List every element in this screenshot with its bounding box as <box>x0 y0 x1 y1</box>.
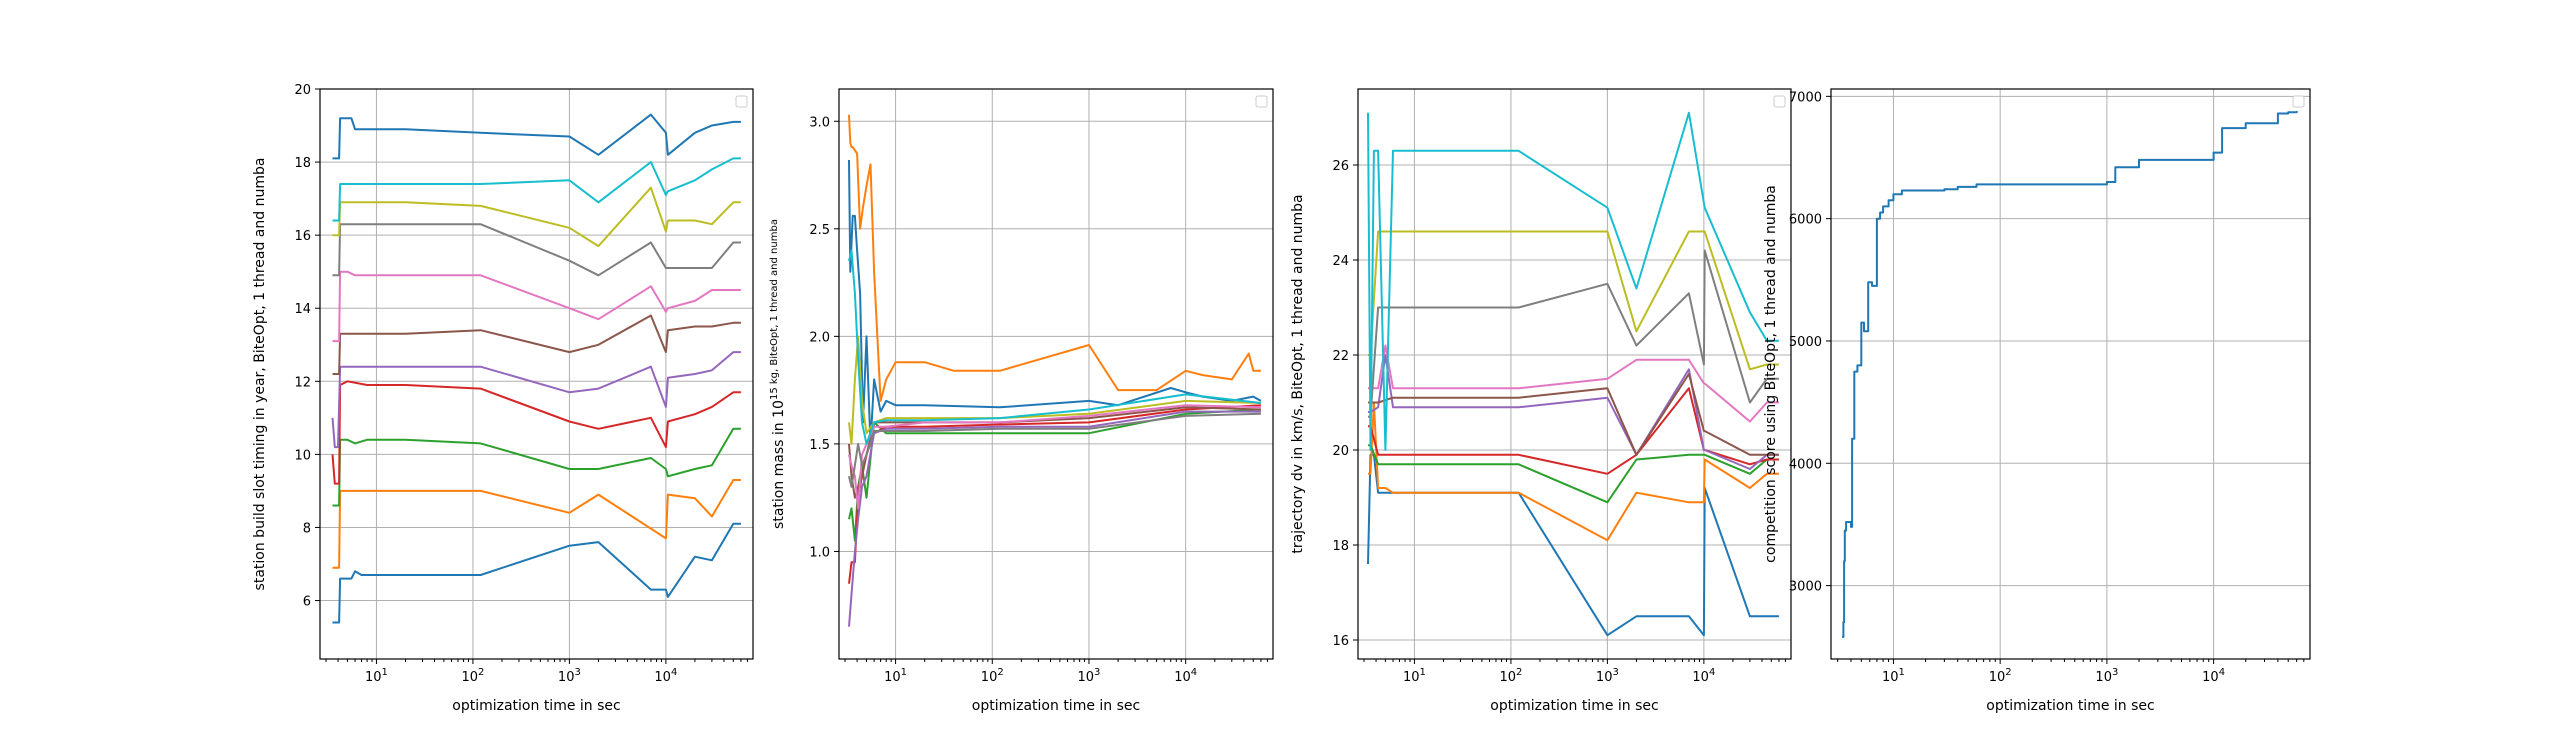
series-line-10 <box>1367 111 1779 451</box>
series-line-9 <box>848 335 1261 445</box>
series-line-10 <box>848 249 1262 445</box>
y-axis-label: station mass in 1015 kg, BiteOpt, 1 thre… <box>769 219 787 529</box>
y-tick-label: 26 <box>1332 159 1349 174</box>
y-tick-label: 10 <box>294 448 311 463</box>
y-tick-label: 5000 <box>1789 335 1822 350</box>
y-tick-label: 8 <box>303 521 311 536</box>
plot-area <box>1367 111 1779 637</box>
y-tick-label: 16 <box>1332 634 1349 649</box>
x-tick-label: 104 <box>654 667 677 685</box>
legend-box <box>735 95 748 108</box>
axes-frame <box>1357 88 1792 660</box>
x-tick-label: 104 <box>1692 667 1715 685</box>
x-tick-label: 102 <box>461 667 484 685</box>
axes-frame <box>319 88 754 660</box>
x-tick-label: 102 <box>1499 667 1522 685</box>
y-axis-label: competition score using BiteOpt, 1 threa… <box>1763 185 1779 563</box>
series-line-3 <box>1368 444 1779 504</box>
y-tick-label: 18 <box>1332 539 1349 554</box>
y-tick-label: 2.5 <box>809 223 830 238</box>
legend-box <box>1255 95 1268 108</box>
x-tick-label: 101 <box>1403 667 1426 685</box>
plot-area <box>1842 111 2298 638</box>
x-axis-label: optimization time in sec <box>1490 698 1658 714</box>
x-tick-label: 104 <box>2202 667 2225 685</box>
series-line-8 <box>848 412 1261 488</box>
series-line-7 <box>332 270 741 343</box>
y-tick-label: 22 <box>1332 349 1349 364</box>
x-tick-label: 103 <box>558 667 581 685</box>
x-tick-label: 104 <box>1174 667 1197 685</box>
chart-panel-4: 101 102 103 104 3000 4000 5000 6000 7000 optimiza… <box>1763 88 2311 714</box>
series-line-5 <box>1368 354 1779 470</box>
series-line-5 <box>331 351 741 449</box>
series-line-2 <box>332 479 741 569</box>
series-line-3 <box>332 427 741 507</box>
series-line-1 <box>332 522 741 624</box>
chart-panel-1: 101 102 103 104 6 8 10 12 14 16 18 20 optimization t… <box>252 83 754 714</box>
series-line-6 <box>1368 373 1779 456</box>
y-tick-label: 20 <box>294 83 311 98</box>
y-tick-label: 2.0 <box>809 330 830 345</box>
y-tick-label: 1.5 <box>809 438 830 453</box>
chart-panel-2: 101 102 103 104 1.0 1.5 2.0 2.5 3.0 optimization … <box>769 88 1274 714</box>
series-line-1 <box>848 159 1262 445</box>
series-line-7 <box>848 404 1261 510</box>
series-line-9 <box>1368 230 1779 371</box>
x-tick-label: 103 <box>2095 667 2118 685</box>
axes-frame <box>838 88 1274 660</box>
series-line-1 <box>1842 111 2298 638</box>
x-tick-label: 102 <box>981 667 1004 685</box>
y-tick-label: 18 <box>294 156 311 171</box>
x-axis-label: optimization time in sec <box>452 698 620 714</box>
series-line-8 <box>332 223 741 277</box>
x-tick-label: 103 <box>1078 667 1101 685</box>
y-tick-label: 6000 <box>1789 213 1822 228</box>
legend-box <box>2292 95 2305 108</box>
y-tick-label: 3.0 <box>809 115 830 130</box>
axes-frame <box>1830 88 2311 660</box>
y-tick-label: 1.0 <box>809 545 830 560</box>
x-tick-label: 101 <box>884 667 907 685</box>
y-tick-label: 12 <box>294 375 311 390</box>
series-line-6 <box>332 314 741 375</box>
series-line-4 <box>1368 387 1779 475</box>
y-axis-label: trajectory dv in km/s, BiteOpt, 1 thread… <box>1290 194 1306 553</box>
x-axis-label: optimization time in sec <box>1986 698 2154 714</box>
series-line-10 <box>332 157 741 222</box>
x-tick-label: 102 <box>1989 667 2012 685</box>
x-axis-label: optimization time in sec <box>972 698 1140 714</box>
series-line-8 <box>1368 249 1779 418</box>
y-axis-label: station build slot timing in year, BiteO… <box>252 158 268 591</box>
x-tick-label: 101 <box>1882 667 1905 685</box>
series-line-7 <box>1368 344 1779 423</box>
y-tick-label: 16 <box>294 229 311 244</box>
y-tick-label: 14 <box>294 302 311 317</box>
series-line-2 <box>848 114 1261 402</box>
x-tick-label: 103 <box>1596 667 1619 685</box>
chart-panel-3: 101 102 103 104 16 18 20 22 24 26 optimization tim… <box>1290 88 1792 714</box>
plot-area <box>331 113 741 624</box>
y-tick-label: 6 <box>303 595 311 610</box>
y-tick-label: 7000 <box>1789 90 1822 105</box>
y-tick-label: 4000 <box>1789 457 1822 472</box>
series-line-2 <box>1368 401 1779 542</box>
y-tick-label: 20 <box>1332 444 1349 459</box>
series-line-4 <box>331 380 741 485</box>
legend-box <box>1773 95 1786 108</box>
x-tick-label: 101 <box>365 667 388 685</box>
y-tick-label: 3000 <box>1789 580 1822 595</box>
plot-area <box>848 114 1262 627</box>
y-tick-label: 24 <box>1332 254 1349 269</box>
series-line-11 <box>332 113 741 160</box>
series-line-9 <box>332 186 741 248</box>
